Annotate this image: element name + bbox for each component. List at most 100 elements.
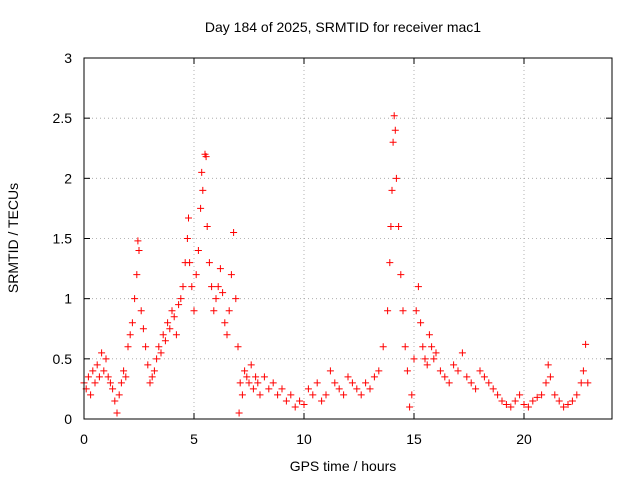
data-point: [524, 403, 532, 411]
data-point: [185, 214, 192, 222]
data-point: [516, 391, 524, 399]
data-point: [507, 403, 515, 411]
data-point: [238, 391, 246, 399]
data-point: [113, 409, 121, 417]
data-point: [498, 397, 506, 405]
data-point: [282, 397, 290, 405]
data-point: [166, 325, 174, 333]
data-point: [144, 361, 152, 369]
data-point: [423, 361, 431, 369]
data-point: [260, 373, 268, 381]
x-axis-label: GPS time / hours: [290, 458, 397, 474]
data-point: [274, 391, 282, 399]
data-point: [406, 403, 414, 411]
data-point: [175, 301, 183, 309]
data-point: [223, 331, 231, 339]
data-point: [388, 186, 396, 194]
y-tick-label: 1: [64, 291, 72, 307]
data-point: [164, 319, 172, 327]
data-point: [296, 397, 304, 405]
y-tick-label: 3: [64, 50, 72, 66]
data-point: [236, 379, 244, 387]
data-point: [254, 379, 262, 387]
data-point: [348, 379, 356, 387]
data-point: [243, 373, 251, 381]
y-tick-label: 2: [64, 170, 72, 186]
data-point: [245, 379, 253, 387]
data-point: [480, 373, 488, 381]
data-point: [170, 313, 178, 321]
data-point: [210, 307, 218, 315]
data-point: [568, 397, 576, 405]
data-point: [91, 379, 99, 387]
y-tick-label: 1.5: [53, 231, 73, 247]
data-point: [564, 401, 572, 409]
data-point: [353, 385, 361, 393]
data-point: [202, 153, 210, 161]
data-point: [183, 235, 191, 242]
data-point: [463, 373, 471, 381]
data-point: [120, 367, 128, 375]
data-point: [436, 367, 444, 375]
data-point: [161, 337, 169, 345]
data-point: [322, 391, 330, 399]
data-point: [520, 401, 528, 409]
x-tick-label: 0: [80, 431, 88, 447]
data-point: [146, 379, 154, 387]
data-point: [395, 222, 403, 230]
data-point: [410, 355, 418, 363]
data-point: [135, 247, 143, 255]
data-point: [494, 391, 502, 399]
data-point: [344, 373, 352, 381]
data-point: [584, 379, 592, 387]
data-point: [190, 307, 198, 315]
data-point: [370, 373, 378, 381]
grid: [84, 58, 612, 419]
data-point: [128, 319, 136, 327]
data-point: [172, 331, 180, 339]
data-point: [408, 391, 416, 399]
data-point: [192, 271, 200, 279]
data-point: [214, 283, 222, 291]
data-point: [421, 355, 429, 363]
data-point: [235, 409, 243, 417]
data-point: [93, 361, 101, 369]
data-point: [412, 307, 420, 315]
data-point: [137, 307, 145, 315]
data-point: [221, 319, 229, 327]
data-point: [313, 379, 321, 387]
data-point: [203, 222, 211, 230]
data-point: [232, 295, 240, 303]
data-point: [100, 367, 108, 375]
data-point: [179, 283, 187, 291]
data-point: [225, 307, 233, 315]
data-point: [417, 319, 425, 327]
data-point: [300, 401, 308, 409]
data-point: [199, 186, 207, 194]
data-point: [188, 283, 196, 291]
axis-ticks: [83, 57, 612, 420]
data-point: [335, 385, 343, 393]
data-point: [89, 367, 97, 375]
y-axis-label: SRMTID / TECUs: [5, 183, 21, 293]
data-point: [124, 343, 132, 351]
data-point: [544, 361, 552, 369]
data-point: [150, 367, 158, 375]
data-point: [419, 343, 427, 351]
data-point: [573, 391, 581, 399]
data-point: [241, 367, 249, 375]
data-point: [230, 228, 238, 236]
data-point: [249, 385, 257, 393]
data-point: [177, 295, 185, 303]
data-point: [577, 379, 585, 387]
data-point: [216, 265, 224, 273]
data-point: [357, 391, 365, 399]
data-point: [208, 283, 216, 291]
chart-title: Day 184 of 2025, SRMTID for receiver mac…: [205, 19, 481, 35]
data-point: [485, 379, 493, 387]
data-point: [366, 385, 374, 393]
data-point: [134, 237, 142, 245]
data-point: [186, 259, 194, 267]
data-point: [304, 385, 312, 393]
data-point: [441, 373, 449, 381]
